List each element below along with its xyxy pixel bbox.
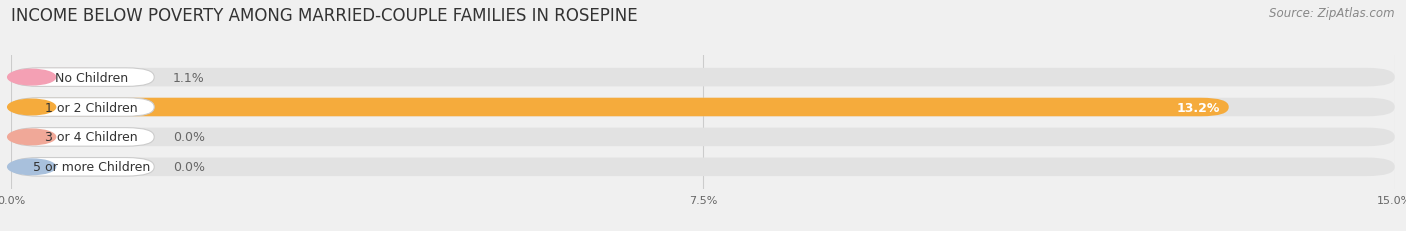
- Circle shape: [7, 100, 56, 115]
- Text: Source: ZipAtlas.com: Source: ZipAtlas.com: [1270, 7, 1395, 20]
- Text: 3 or 4 Children: 3 or 4 Children: [45, 131, 138, 144]
- Text: 13.2%: 13.2%: [1177, 101, 1219, 114]
- FancyBboxPatch shape: [11, 128, 1395, 146]
- Circle shape: [7, 159, 56, 175]
- FancyBboxPatch shape: [11, 69, 112, 87]
- Text: No Children: No Children: [55, 71, 128, 84]
- FancyBboxPatch shape: [11, 98, 1395, 117]
- FancyBboxPatch shape: [11, 158, 1395, 176]
- FancyBboxPatch shape: [11, 158, 155, 176]
- FancyBboxPatch shape: [11, 98, 155, 117]
- Text: 1.1%: 1.1%: [173, 71, 204, 84]
- FancyBboxPatch shape: [11, 98, 1229, 117]
- Text: 0.0%: 0.0%: [173, 161, 205, 173]
- Circle shape: [7, 130, 56, 145]
- FancyBboxPatch shape: [11, 69, 155, 87]
- Text: 5 or more Children: 5 or more Children: [32, 161, 150, 173]
- Text: 1 or 2 Children: 1 or 2 Children: [45, 101, 138, 114]
- FancyBboxPatch shape: [11, 69, 1395, 87]
- FancyBboxPatch shape: [11, 128, 155, 146]
- Text: 0.0%: 0.0%: [173, 131, 205, 144]
- Circle shape: [7, 70, 56, 85]
- Text: INCOME BELOW POVERTY AMONG MARRIED-COUPLE FAMILIES IN ROSEPINE: INCOME BELOW POVERTY AMONG MARRIED-COUPL…: [11, 7, 638, 25]
